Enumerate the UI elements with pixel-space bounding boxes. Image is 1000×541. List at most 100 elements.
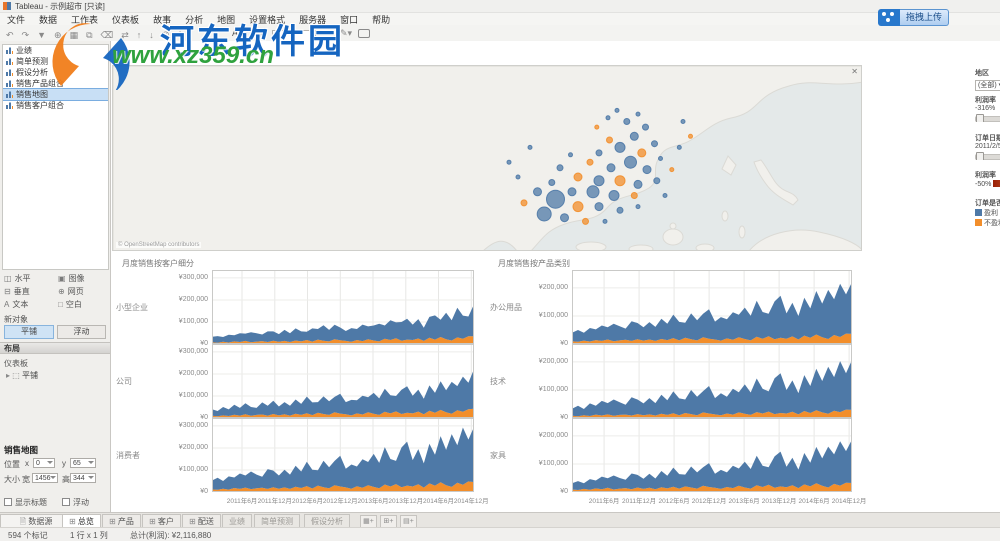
map-bubble[interactable] [515, 174, 521, 180]
sort-desc-icon[interactable]: ↓ [149, 30, 154, 40]
map-bubble[interactable] [586, 158, 594, 166]
highlight-icon[interactable]: ✎ [177, 30, 186, 40]
area-plot-小型企业[interactable] [212, 270, 474, 344]
map-bubble[interactable] [593, 175, 605, 187]
map-bubble[interactable] [573, 172, 583, 182]
position-x-stepper[interactable]: 0 [33, 458, 55, 468]
worksheet-item-1[interactable]: 简单预测 [3, 56, 108, 67]
chart-type-dropdown[interactable]: ▦▾ [254, 28, 268, 38]
menu-2[interactable]: 工作表 [71, 15, 99, 25]
map-bubble[interactable] [623, 118, 631, 125]
menu-5[interactable]: 分析 [185, 15, 204, 25]
width-stepper[interactable]: 1456 [32, 473, 58, 483]
map-bubble[interactable] [606, 136, 613, 144]
map-bubble[interactable] [582, 217, 589, 225]
map-bubble[interactable] [567, 187, 577, 197]
tab-总览[interactable]: ⊞ 总览 [62, 514, 101, 528]
map-bubble[interactable] [633, 179, 643, 189]
map-bubble[interactable] [586, 185, 600, 199]
map-bubble[interactable] [642, 123, 649, 131]
chart-panel-customer-segment[interactable]: 月度销售按客户细分 小型企业 ¥300,000 ¥200,000 ¥100,000 ¥0 公… [112, 258, 489, 512]
map-bubble[interactable] [527, 144, 533, 150]
tab-业绩[interactable]: 业绩 [222, 514, 252, 528]
menu-6[interactable]: 地图 [217, 15, 236, 25]
map-bubble[interactable] [662, 193, 668, 198]
map-bubble[interactable] [568, 152, 573, 158]
map-bubble[interactable] [676, 144, 682, 150]
map-bubble[interactable] [669, 167, 675, 173]
sales-map-view[interactable]: © OpenStreetMap contributors ✕ [112, 65, 862, 251]
map-bubble[interactable] [602, 218, 608, 224]
position-y-stepper[interactable]: 65 [70, 458, 96, 468]
map-bubble[interactable] [637, 148, 647, 158]
map-bubble[interactable] [642, 165, 652, 175]
new-sheet-icon[interactable]: ▦ [69, 30, 79, 40]
map-bubble[interactable] [688, 133, 693, 139]
map-bubble[interactable] [658, 156, 663, 161]
map-bubble[interactable] [536, 206, 552, 222]
legend-card-2[interactable]: 订单日期 2011/2/5 [975, 133, 1000, 160]
map-bubble[interactable] [548, 179, 556, 186]
group-icon[interactable]: ∅ [161, 30, 170, 40]
map-bubble[interactable] [635, 204, 641, 210]
map-bubble[interactable] [594, 124, 600, 130]
add-data-icon[interactable]: ⊕ [54, 30, 62, 40]
worksheet-item-3[interactable]: 销售产品组合 [3, 78, 108, 89]
legend-item[interactable]: 盈利 [975, 208, 1000, 218]
tab-假设分析[interactable]: 假设分析 [304, 514, 350, 528]
layout-tree-item[interactable]: ▸ ⬚ 平铺 [6, 371, 39, 380]
show-title-checkbox[interactable]: 显示标题 [4, 497, 47, 508]
layout-section-header[interactable]: 布局 [0, 342, 110, 354]
menu-4[interactable]: 故事 [153, 15, 172, 25]
back-icon[interactable]: ↶ [6, 30, 14, 40]
area-plot-办公用品[interactable] [572, 270, 852, 344]
map-bubble[interactable] [595, 149, 603, 157]
map-bubble[interactable] [614, 175, 626, 187]
area-plot-技术[interactable] [572, 344, 852, 418]
save-icon[interactable]: ▼ [37, 30, 47, 40]
tab-配送[interactable]: ⊞ 配送 [182, 514, 221, 528]
clear-icon[interactable]: ⌫ [100, 30, 114, 40]
object-horizontal-container[interactable]: ◫ 水平 [4, 274, 31, 283]
swap-icon[interactable]: ⇄ [121, 30, 129, 40]
legend-slider[interactable] [975, 114, 1000, 122]
worksheet-item-0[interactable]: 业绩 [3, 45, 108, 56]
menu-3[interactable]: 仪表板 [112, 15, 140, 25]
menu-8[interactable]: 服务器 [299, 15, 327, 25]
map-bubble[interactable] [608, 190, 620, 201]
object-webpage-object[interactable]: ⊕ 网页 [58, 287, 84, 296]
map-bubble[interactable] [506, 159, 512, 165]
tree-expand-icon[interactable]: ▸ [6, 371, 11, 380]
object-blank-object[interactable]: □ 空白 [58, 300, 82, 309]
map-bubble[interactable] [616, 206, 624, 214]
floating-checkbox[interactable]: 浮动 [62, 497, 89, 508]
forward-icon[interactable]: ↷ [21, 30, 30, 40]
legend-item[interactable]: 不盈利 [975, 218, 1000, 228]
menu-1[interactable]: 数据 [39, 15, 58, 25]
show-mark-labels-button[interactable]: Abc [232, 28, 248, 38]
legend-slider[interactable] [975, 152, 1000, 160]
floating-button[interactable]: 浮动 [57, 325, 106, 339]
tab-客户[interactable]: ⊞ 客户 [142, 514, 181, 528]
tab-简单预测[interactable]: 简单预测 [254, 514, 300, 528]
map-bubble[interactable] [630, 192, 638, 199]
menu-9[interactable]: 窗口 [340, 15, 359, 25]
duplicate-icon[interactable]: ⧉ [86, 30, 93, 40]
worksheet-item-4[interactable]: 销售地图 [3, 88, 108, 101]
legend-card-3[interactable]: 利润率 -50% [975, 170, 1000, 188]
tab-datasource[interactable]: 🗎 数据源 [0, 514, 72, 528]
object-image-object[interactable]: ▣ 图像 [58, 274, 85, 283]
map-bubble[interactable] [556, 164, 564, 172]
tiled-button[interactable]: 平铺 [4, 325, 54, 339]
menu-0[interactable]: 文件 [7, 15, 26, 25]
map-close-icon[interactable]: ✕ [851, 67, 858, 76]
format-button[interactable]: ✎▾ [340, 28, 353, 38]
map-bubble[interactable] [560, 213, 569, 223]
map-bubble[interactable] [546, 189, 565, 209]
area-plot-消费者[interactable] [212, 418, 474, 492]
map-bubble[interactable] [614, 141, 626, 153]
map-bubble[interactable] [533, 187, 542, 197]
map-bubble[interactable] [594, 202, 604, 212]
object-text-object[interactable]: A 文本 [4, 300, 29, 309]
